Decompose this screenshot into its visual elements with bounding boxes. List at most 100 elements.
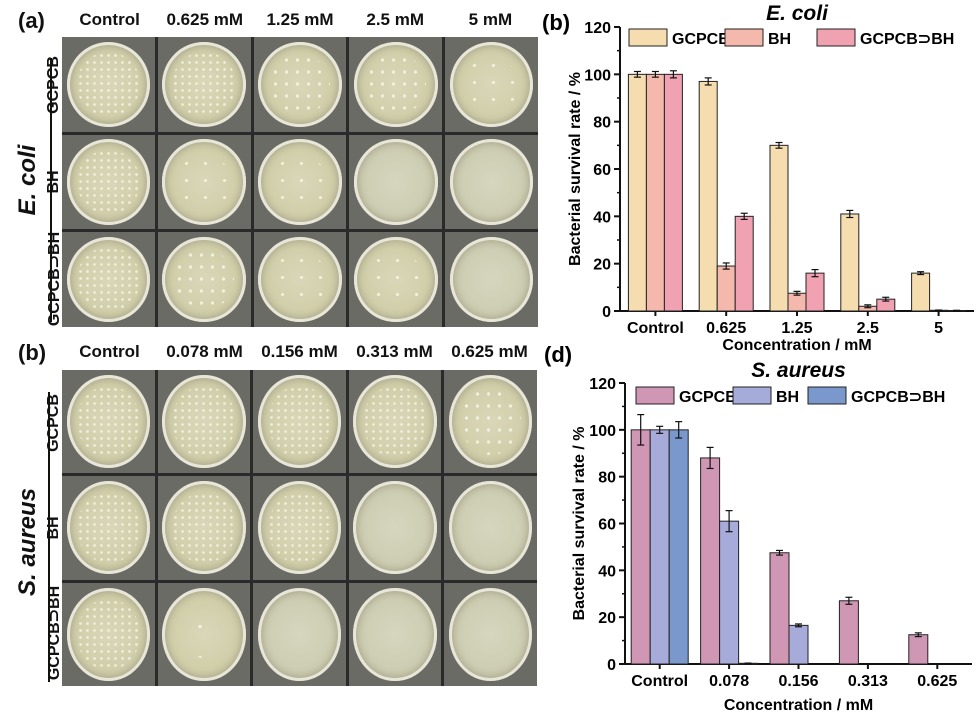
legend-swatch: [732, 386, 772, 405]
plate-cell: [157, 476, 251, 580]
x-tick-label: 0.625: [917, 673, 957, 690]
plate-cell: [62, 232, 155, 327]
chart-title: E. coli: [766, 2, 829, 25]
plate-cell: [253, 37, 347, 132]
bar: [908, 634, 929, 665]
y-tick-label: 120: [589, 376, 616, 393]
plate-cell: [157, 370, 251, 474]
plate-cell: [444, 582, 537, 686]
panel-a-label: (a): [18, 8, 45, 33]
y-tick-label: 60: [598, 517, 616, 534]
panel-c-label: (b): [18, 340, 47, 365]
y-tick-label: 20: [598, 610, 616, 627]
petri-dish: [449, 481, 533, 575]
column-label: Control: [79, 342, 140, 361]
legend-label: GCPCB: [672, 31, 730, 48]
y-tick-label: 0: [607, 657, 616, 674]
x-tick-label: 2.5: [857, 320, 879, 337]
x-tick-label: 0.078: [709, 673, 749, 690]
bar: [838, 600, 859, 665]
plate-cell: [444, 370, 537, 474]
petri-dish: [66, 139, 151, 225]
petri-dish: [353, 481, 437, 575]
y-tick-label: 20: [593, 257, 611, 274]
saureus-survival-chart: S. aureus (d) 0 20 40 60 80 100 120 Bacterial sur…: [544, 342, 972, 714]
panel-c-divider-line: [48, 392, 50, 682]
panel-c-species-label: S. aureus: [14, 487, 41, 597]
y-axis-title: Bacterial survival rate / %: [571, 427, 588, 621]
petri-dish: [257, 375, 342, 469]
petri-dish: [354, 237, 438, 323]
plate-cell: [445, 232, 538, 327]
x-axis-title: Concentration / mM: [722, 337, 871, 354]
y-tick-label: 120: [584, 20, 611, 37]
plate-cell: [348, 370, 442, 474]
plate-cell: [253, 370, 346, 474]
row-label: GCPCB⊃BH: [46, 586, 63, 681]
row-label: GCPCB: [45, 56, 62, 115]
plate-cell: [62, 37, 155, 132]
bar: [911, 272, 931, 312]
plate-cell: [349, 37, 443, 132]
chart-panel-label: (d): [544, 342, 572, 367]
bar: [805, 272, 825, 312]
x-tick-label: 5: [934, 320, 943, 337]
legend-swatch: [635, 386, 675, 405]
x-tick-label: 0.313: [848, 673, 888, 690]
petri-dish: [66, 41, 151, 127]
column-label: Control: [79, 10, 140, 29]
petri-dish: [449, 587, 533, 681]
column-label: 0.156 mM: [261, 342, 338, 361]
y-tick-label: 100: [584, 67, 611, 84]
plate-cell: [253, 134, 347, 230]
petri-dish: [162, 587, 246, 681]
petri-dish: [257, 587, 342, 681]
petri-dish: [449, 375, 533, 469]
legend-label: GCPCB⊃BH: [851, 389, 945, 406]
petri-dish: [162, 237, 246, 323]
plate-cell: [445, 134, 538, 230]
bar: [700, 457, 721, 665]
column-label: 0.625 mM: [451, 342, 528, 361]
bar: [649, 429, 670, 665]
bar: [663, 73, 683, 312]
bar: [698, 80, 718, 312]
column-label: 5 mM: [468, 10, 513, 29]
x-axis-title: Concentration / mM: [724, 697, 873, 714]
chart-title: S. aureus: [751, 359, 846, 382]
y-tick-label: 40: [598, 563, 616, 580]
legend-swatch: [628, 28, 668, 47]
panel-a-divider-line: [50, 58, 52, 322]
petri-dish: [258, 41, 342, 127]
legend-label: GCPCB⊃BH: [860, 31, 954, 48]
petri-dish: [66, 587, 150, 681]
petri-dish: [449, 139, 534, 225]
legend-swatch: [816, 28, 856, 47]
petri-dish: [66, 237, 151, 323]
y-tick-label: 0: [602, 304, 611, 321]
plate-cell: [62, 582, 155, 686]
legend-swatch: [724, 28, 764, 47]
petri-dish: [257, 481, 342, 575]
bar: [840, 213, 860, 312]
petri-dish: [354, 41, 438, 127]
y-tick-label: 80: [598, 470, 616, 487]
plate-cell: [62, 134, 155, 230]
petri-dish: [162, 41, 246, 127]
column-label: 0.625 mM: [166, 10, 244, 29]
column-label: 2.5 mM: [366, 10, 424, 29]
x-tick-label: Control: [627, 320, 684, 337]
y-tick-label: 80: [593, 115, 611, 132]
panel-c-plate-grid: [62, 370, 537, 686]
column-label: 0.313 mM: [356, 342, 433, 361]
ecoli-survival-chart: E. coli (b) 0 20 40 60 80 100 120 Bacterial survi…: [542, 2, 974, 354]
legend-label: GCPCB: [679, 389, 737, 406]
plate-cell: [253, 476, 346, 580]
petri-dish: [66, 481, 150, 575]
plate-cell: [62, 370, 155, 474]
panel-a-species-label: E. coli: [14, 144, 41, 216]
bar: [734, 215, 754, 312]
petri-dish: [353, 375, 437, 469]
petri-dish: [258, 237, 342, 323]
bar: [769, 552, 790, 665]
